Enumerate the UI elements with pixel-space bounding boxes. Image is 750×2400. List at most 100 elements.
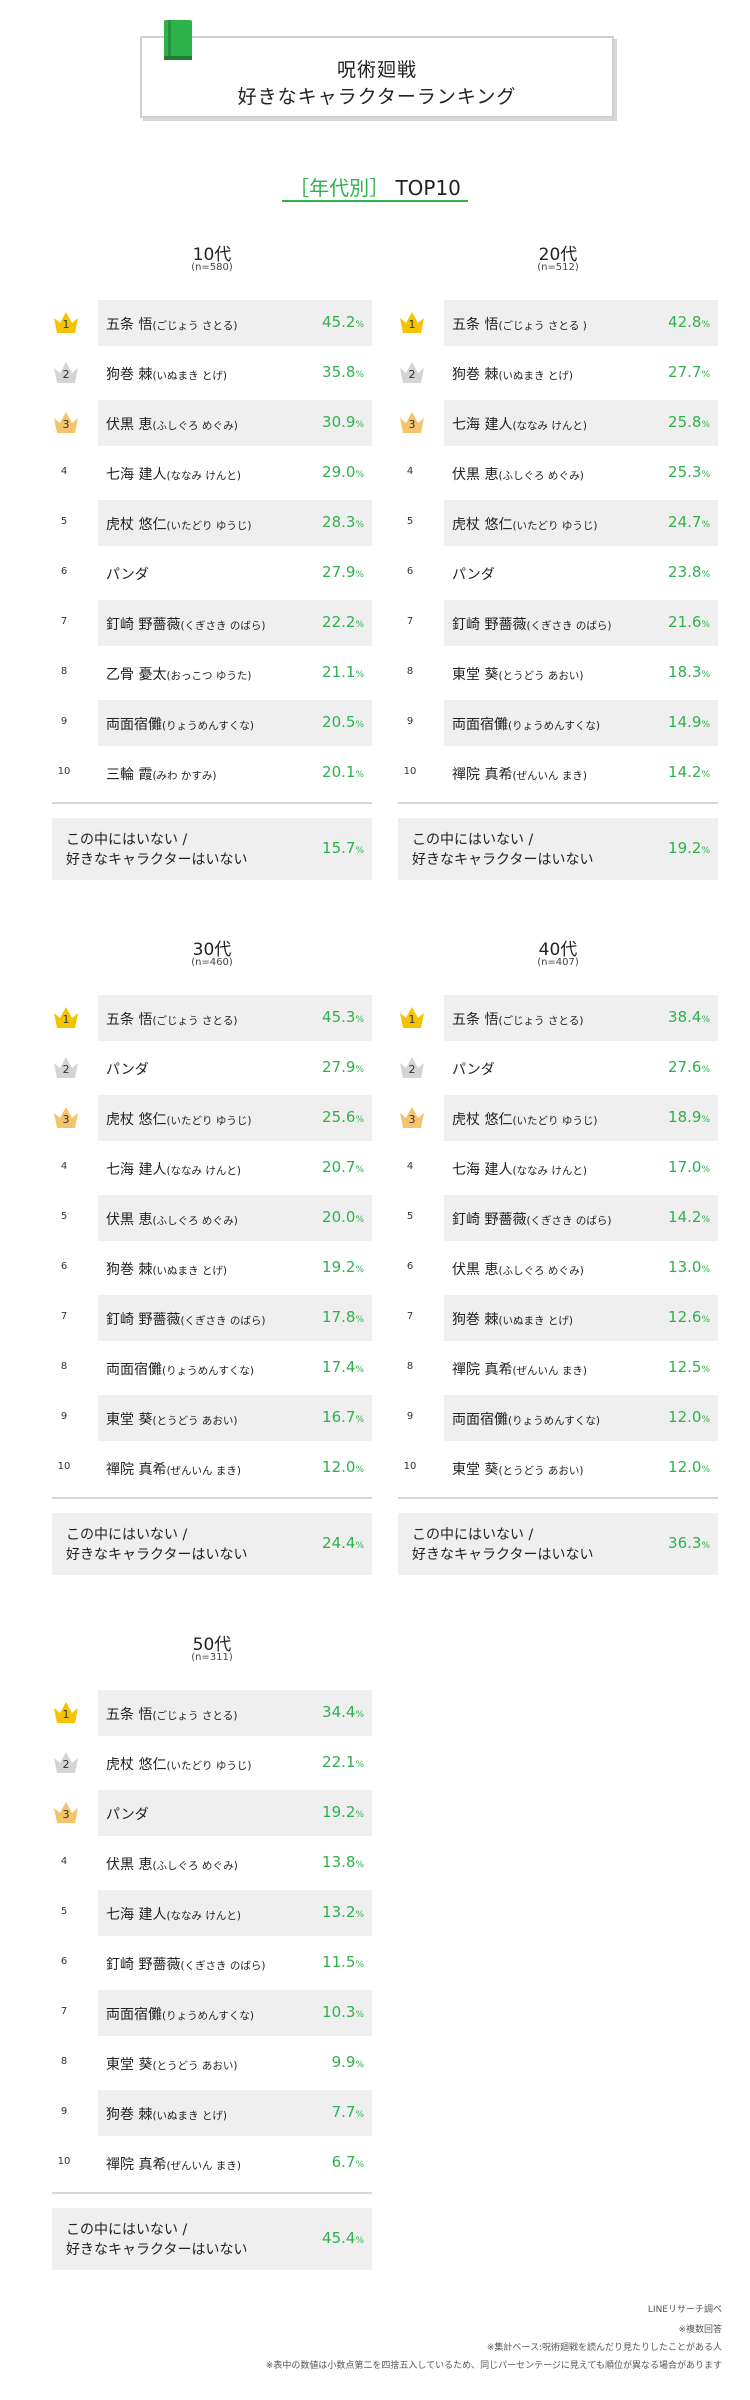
percent-number: 20.7: [322, 1158, 356, 1176]
rank-number: 10: [57, 1461, 71, 1472]
rank-cell: 3: [52, 1095, 78, 1141]
table-row: 2 パンダ 27.9%: [52, 1045, 372, 1091]
character-name-kana: (いたどり ゆうじ): [512, 520, 598, 532]
table-row: 10 禪院 真希(ぜんいん まき) 14.2%: [398, 750, 718, 796]
percent-value: 18.3%: [668, 663, 710, 681]
percent-value: 45.3%: [322, 1008, 364, 1026]
table-row: 1 五条 悟(ごじょう さとる) 34.4%: [52, 1690, 372, 1736]
character-name-main: 乙骨 憂太: [106, 667, 167, 683]
character-name: 禪院 真希(ぜんいん まき): [452, 1359, 587, 1379]
rank-number: 8: [406, 666, 414, 677]
character-name-main: 三輪 霞: [106, 767, 153, 783]
row-background: [444, 400, 718, 446]
rank-number: 10: [57, 766, 71, 777]
percent-unit: %: [355, 1860, 364, 1870]
percent-value: 17.4%: [322, 1358, 364, 1376]
row-background: [98, 300, 372, 346]
percent-value: 19.2%: [322, 1258, 364, 1276]
percent-number: 34.4: [322, 1703, 356, 1721]
percent-value: 12.0%: [668, 1458, 710, 1476]
age-label: 30代: [192, 940, 232, 960]
character-name: 虎杖 悠仁(いたどり ゆうじ): [452, 514, 597, 534]
rank-cell: 6: [398, 1245, 422, 1291]
percent-unit: %: [355, 1415, 364, 1425]
character-name-kana: (ふしぐろ めぐみ): [152, 1860, 238, 1872]
percent-unit: %: [701, 1165, 710, 1175]
percent-unit: %: [355, 2060, 364, 2070]
percent-number: 18.3: [668, 663, 702, 681]
table-row: 8 乙骨 憂太(おっこつ ゆうた) 21.1%: [52, 650, 372, 696]
percent-number: 24.4: [322, 1534, 356, 1552]
character-name-kana: (とうどう あおい): [498, 1465, 584, 1477]
percent-value: 28.3%: [322, 513, 364, 531]
sample-size: (n=460): [191, 957, 233, 968]
percent-value: 14.2%: [668, 763, 710, 781]
other-label-line2: 好きなキャラクターはいない: [66, 852, 248, 868]
character-name-kana: (りょうめんすくな): [162, 720, 254, 732]
other-label-line1: この中にはいない /: [66, 1527, 188, 1543]
character-name: 釘崎 野薔薇(くぎさき のばら): [106, 614, 265, 634]
character-name-main: 釘崎 野薔薇: [106, 1957, 181, 1973]
rank-cell: 1: [52, 1690, 78, 1736]
rank-cell: 8: [52, 650, 76, 696]
percent-unit: %: [701, 1215, 710, 1225]
table-row: 9 両面宿儺(りょうめんすくな) 12.0%: [398, 1395, 718, 1441]
character-name-main: 禪院 真希: [106, 1462, 167, 1478]
row-background: [444, 600, 718, 646]
other-label-line2: 好きなキャラクターはいない: [66, 1547, 248, 1563]
character-name-kana: (ふしぐろ めぐみ): [498, 1265, 584, 1277]
percent-unit: %: [701, 770, 710, 780]
character-name: 東堂 葵(とうどう あおい): [106, 2054, 237, 2074]
rank-cell: 9: [52, 700, 76, 746]
character-name: 七海 建人(ななみ けんと): [452, 1159, 587, 1179]
rank-cell: 9: [52, 1395, 76, 1441]
table-row: 6 パンダ 23.8%: [398, 550, 718, 596]
percent-number: 29.0: [322, 463, 356, 481]
row-background: [98, 600, 372, 646]
percent-value: 11.5%: [322, 1953, 364, 1971]
rank-cell: 3: [398, 400, 424, 446]
crown-icon: [54, 1057, 78, 1078]
percent-number: 45.2: [322, 313, 356, 331]
rank-number: 2: [62, 368, 70, 381]
rank-number: 1: [62, 318, 70, 331]
table-row: 1 五条 悟(ごじょう さとる) 38.4%: [398, 995, 718, 1041]
percent-value: 30.9%: [322, 413, 364, 431]
character-name-kana: (ぜんいん まき): [166, 1465, 241, 1477]
percent-number: 17.4: [322, 1358, 356, 1376]
rank-cell: 6: [52, 1245, 76, 1291]
character-name: 伏黒 恵(ふしぐろ めぐみ): [452, 464, 584, 484]
row-background: [444, 995, 718, 1041]
other-label: この中にはいない / 好きなキャラクターはいない: [412, 1525, 593, 1565]
other-percent: 24.4%: [322, 1534, 364, 1552]
separator: [398, 802, 718, 804]
character-name: 五条 悟(ごじょう さとる): [452, 1009, 583, 1029]
character-name: 東堂 葵(とうどう あおい): [452, 1459, 583, 1479]
rank-number: 7: [406, 616, 414, 627]
percent-value: 13.2%: [322, 1903, 364, 1921]
character-name-kana: (おっこつ ゆうた): [166, 670, 252, 682]
percent-number: 27.9: [322, 1058, 356, 1076]
crown-icon: [400, 412, 424, 433]
percent-value: 29.0%: [322, 463, 364, 481]
percent-number: 20.1: [322, 763, 356, 781]
percent-value: 38.4%: [668, 1008, 710, 1026]
crown-icon: [54, 1007, 78, 1028]
character-name: 七海 建人(ななみ けんと): [106, 1159, 241, 1179]
crown-icon: [54, 1702, 78, 1723]
percent-number: 9.9: [331, 2053, 356, 2071]
character-name-kana: (ごじょう さとる): [152, 1015, 238, 1027]
crown-icon: [54, 412, 78, 433]
table-row: 7 狗巻 棘(いぬまき とげ) 12.6%: [398, 1295, 718, 1341]
rank-cell: 6: [398, 550, 422, 596]
percent-unit: %: [701, 846, 710, 856]
rank-cell: 8: [398, 1345, 422, 1391]
row-background: [444, 1095, 718, 1141]
percent-value: 17.8%: [322, 1308, 364, 1326]
character-name-kana: (りょうめんすくな): [508, 720, 600, 732]
table-row: 3 七海 建人(ななみ けんと) 25.8%: [398, 400, 718, 446]
character-name-kana: (ななみ けんと): [166, 1165, 241, 1177]
rank-number: 4: [406, 1161, 414, 1172]
character-name-main: 伏黒 恵: [106, 1212, 153, 1228]
percent-number: 27.6: [668, 1058, 702, 1076]
